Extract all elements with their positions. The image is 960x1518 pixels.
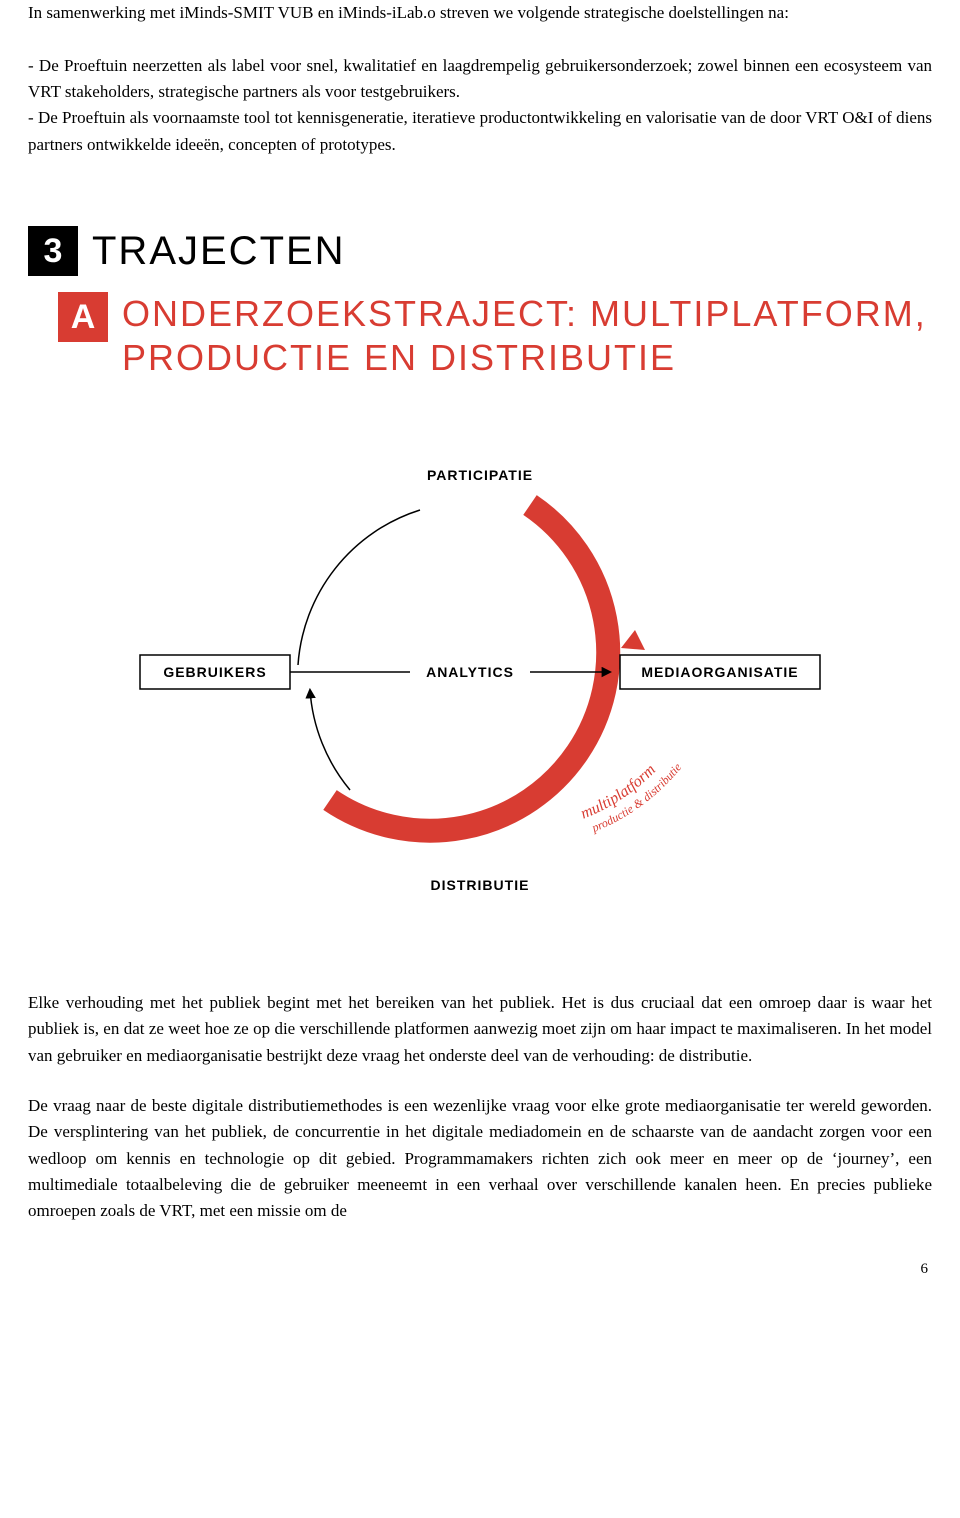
diagram-container: PARTICIPATIE DISTRIBUTIE GEBRUIKERS ANAL… (28, 420, 932, 920)
label-distributie: DISTRIBUTIE (431, 877, 530, 893)
page: In samenwerking met iMinds-SMIT VUB en i… (0, 0, 960, 1318)
subheading-row: A ONDERZOEKSTRAJECT: MULTIPLATFORM, PROD… (58, 292, 932, 380)
subsection-title: ONDERZOEKSTRAJECT: MULTIPLATFORM, PRODUC… (122, 292, 927, 380)
subsection-title-line2: PRODUCTIE EN DISTRIBUTIE (122, 337, 676, 378)
box-gebruikers-label: GEBRUIKERS (163, 664, 266, 680)
subsection-letter-badge: A (58, 292, 108, 342)
body-paragraph-1: Elke verhouding met het publiek begint m… (28, 990, 932, 1069)
intro-bullet1: - De Proeftuin neerzetten als label voor… (28, 56, 932, 101)
subsection-title-line1: ONDERZOEKSTRAJECT: MULTIPLATFORM, (122, 293, 927, 334)
intro-line1: In samenwerking met iMinds-SMIT VUB en i… (28, 3, 789, 22)
red-arc-arrowhead (621, 630, 645, 650)
black-arc-bottom-left (310, 690, 350, 790)
label-analytics: ANALYTICS (426, 664, 514, 680)
section-number-badge: 3 (28, 226, 78, 276)
intro-bullet2: - De Proeftuin als voornaamste tool tot … (28, 108, 932, 153)
section-title: TRAJECTEN (92, 226, 346, 276)
black-arc-top-left (298, 510, 420, 665)
heading-row: 3 TRAJECTEN (28, 226, 932, 276)
box-mediaorganisatie-label: MEDIAORGANISATIE (641, 664, 798, 680)
cycle-diagram: PARTICIPATIE DISTRIBUTIE GEBRUIKERS ANAL… (100, 420, 860, 920)
page-number: 6 (28, 1261, 932, 1278)
intro-block: In samenwerking met iMinds-SMIT VUB en i… (28, 0, 932, 158)
body-paragraph-2: De vraag naar de beste digitale distribu… (28, 1093, 932, 1225)
label-participatie: PARTICIPATIE (427, 467, 533, 483)
